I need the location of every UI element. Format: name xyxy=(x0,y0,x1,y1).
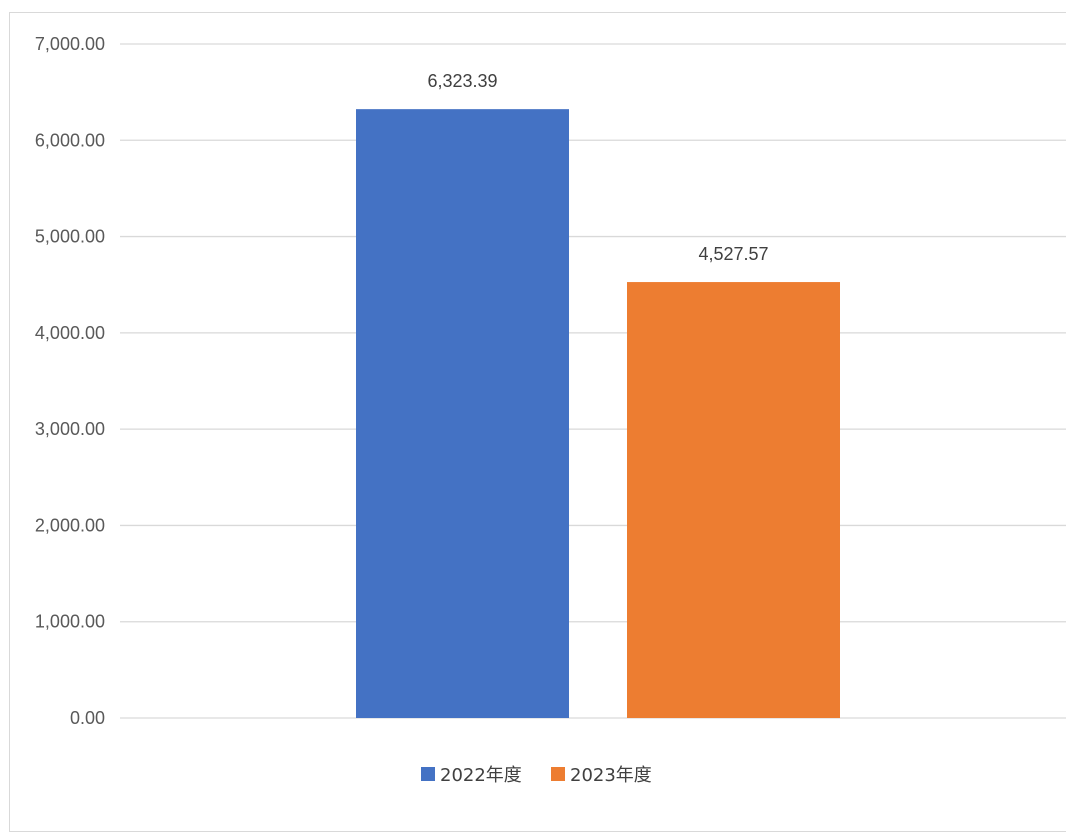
legend-label: 2022年度 xyxy=(440,765,522,786)
bar-2022年度 xyxy=(356,109,569,718)
y-tick-label: 6,000.00 xyxy=(35,130,105,150)
y-tick-label: 2,000.00 xyxy=(35,515,105,535)
y-tick-label: 3,000.00 xyxy=(35,419,105,439)
legend-swatch xyxy=(421,767,435,781)
legend-label: 2023年度 xyxy=(570,765,652,786)
data-label: 6,323.39 xyxy=(427,71,497,91)
bar-chart: 0.00 1,000.00 2,000.00 3,000.00 4,000.00 5,00… xyxy=(35,34,1066,786)
y-tick-label: 0.00 xyxy=(70,708,105,728)
data-label: 4,527.57 xyxy=(698,244,768,264)
y-tick-label: 5,000.00 xyxy=(35,227,105,247)
legend-swatch xyxy=(551,767,565,781)
bar-2023年度 xyxy=(627,282,840,718)
chart-frame: 0.00 1,000.00 2,000.00 3,000.00 4,000.00 5,00… xyxy=(9,12,1066,832)
y-tick-label: 1,000.00 xyxy=(35,612,105,632)
y-tick-label: 7,000.00 xyxy=(35,34,105,54)
y-tick-label: 4,000.00 xyxy=(35,323,105,343)
